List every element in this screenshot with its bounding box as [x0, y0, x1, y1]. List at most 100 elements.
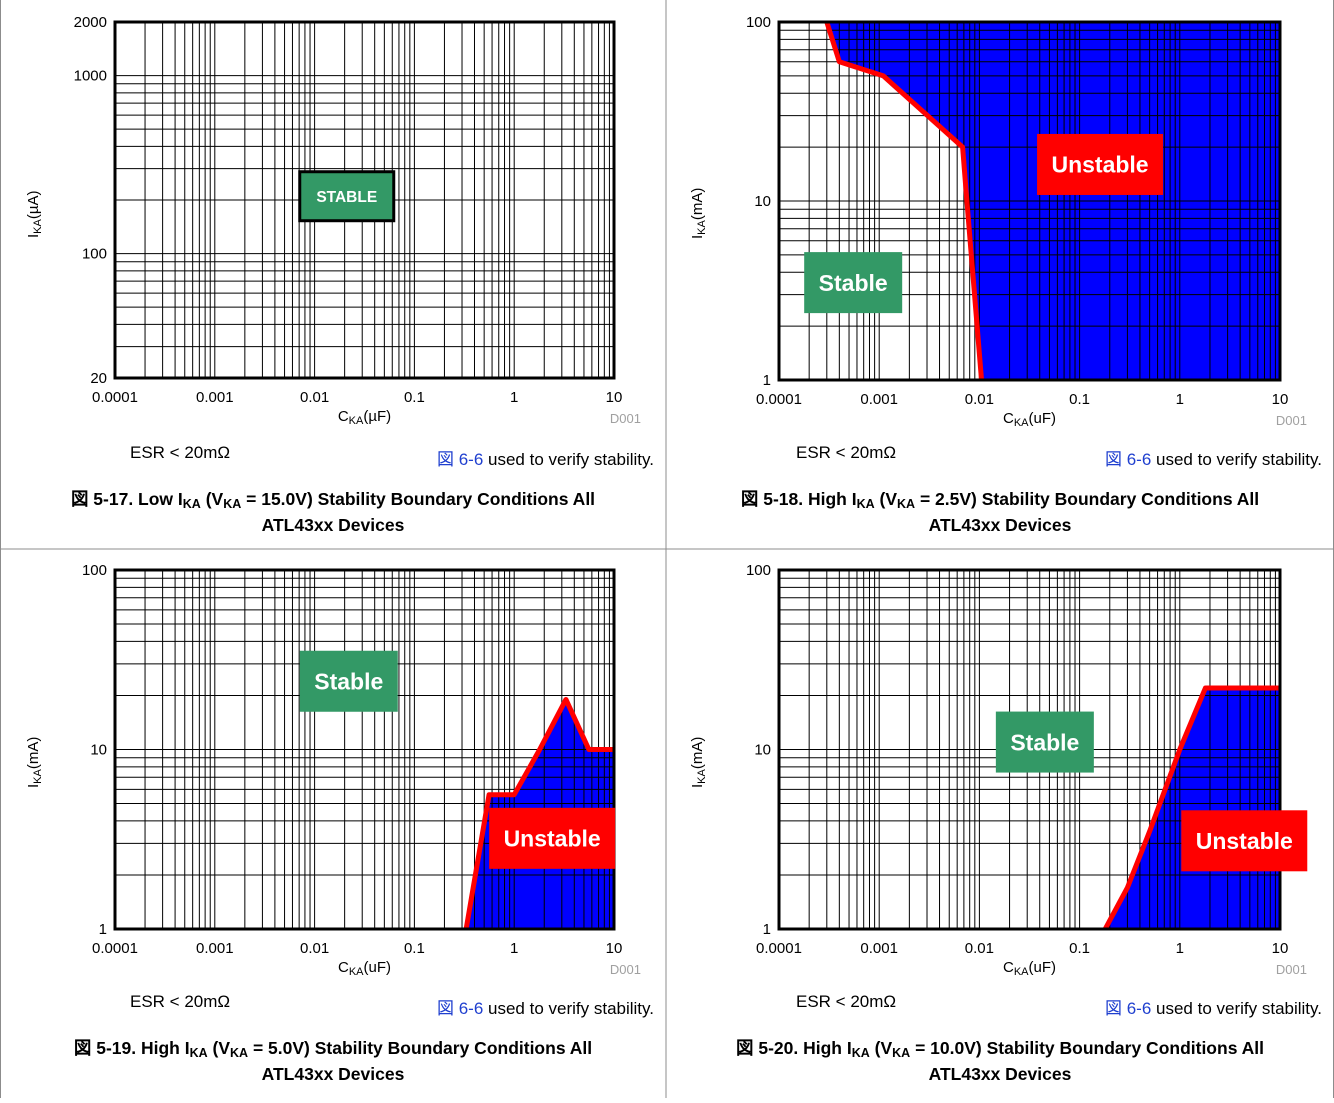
figure-reference-link[interactable]: 図 6-6	[1105, 999, 1152, 1018]
stable-region-label: Stable	[299, 650, 398, 712]
caption-mid: (V	[200, 489, 224, 509]
stable-region-label: Stable	[804, 252, 903, 314]
caption-mid: (V	[207, 1038, 231, 1058]
unstable-region-label: Unstable	[1037, 133, 1164, 195]
x-tick-label: 0.0001	[756, 940, 802, 957]
caption-subscript: KA	[223, 497, 242, 511]
figure-id-watermark: D001	[610, 411, 641, 426]
x-axis-label-main: C	[1002, 410, 1014, 427]
stable-region-label-text: STABLE	[316, 189, 377, 206]
y-axis-label: IKA(mA)	[689, 736, 708, 787]
stable-region-label-box	[299, 650, 398, 712]
y-tick-label: 10	[754, 193, 771, 210]
y-axis-label: IKA(mA)	[689, 188, 708, 239]
x-tick-label: 0.001	[860, 940, 898, 957]
chart-panel-5-17: STABLE 0.0001 0.001 0.01 0.1 1 10 20 100 1000 2000…	[0, 0, 666, 549]
caption-subscript: KA	[230, 1046, 249, 1060]
figure-id-watermark: D001	[1276, 413, 1307, 428]
stable-region-label-box	[995, 711, 1094, 773]
chart-panel-5-20: Stable Unstable 0.0001 0.001 0.01 0.1 1 10 1 10 10…	[666, 549, 1334, 1098]
figure-reference-link[interactable]: 図 6-6	[437, 450, 484, 469]
unstable-region-label-text: Unstable	[1051, 152, 1148, 178]
x-tick-label: 0.1	[1069, 391, 1090, 408]
unstable-region-label: Unstable	[1181, 810, 1308, 872]
x-axis-label: CKA(µF)	[338, 408, 391, 427]
y-tick-label: 2000	[74, 14, 107, 31]
y-tick-label: 1	[763, 372, 771, 389]
verification-footnote: 図 6-6 used to verify stability.	[437, 445, 654, 470]
caption-line2: ATL43xx Devices	[261, 515, 405, 535]
verification-footnote: 図 6-6 used to verify stability.	[1105, 445, 1322, 470]
y-axis-label-unit: (mA)	[25, 736, 42, 769]
unstable-region-label-text: Unstable	[1196, 828, 1293, 854]
unstable-region-label-text: Unstable	[504, 826, 601, 852]
x-axis-label-unit: (µF)	[363, 408, 392, 425]
unstable-region-label-box	[489, 807, 616, 869]
caption-prefix: 図 5-19. High I	[73, 1038, 190, 1058]
x-tick-label: 1	[1176, 940, 1184, 957]
x-tick-label: 10	[1272, 391, 1289, 408]
figure-caption: 図 5-20. High IKA (VKA = 10.0V) Stability…	[666, 1038, 1334, 1085]
x-tick-label: 0.001	[860, 391, 898, 408]
stable-region-label-box	[298, 170, 396, 223]
unstable-region-label-box	[1037, 133, 1164, 195]
x-tick-label: 0.1	[404, 389, 425, 406]
x-axis-label-sub: KA	[348, 415, 364, 427]
plot-frame	[113, 20, 616, 380]
x-tick-label: 10	[606, 940, 623, 957]
caption-subscript: KA	[856, 497, 875, 511]
figure-caption: 図 5-17. Low IKA (VKA = 15.0V) Stability …	[0, 489, 666, 536]
x-tick-label: 0.0001	[756, 391, 802, 408]
esr-footnote: ESR < 20mΩ	[796, 443, 897, 462]
y-axis-label-sub: KA	[32, 219, 44, 234]
caption-subscript: KA	[892, 1046, 911, 1060]
stable-region-label: Stable	[995, 711, 1094, 773]
x-axis-label: CKA(uF)	[338, 959, 391, 978]
x-axis-label-sub: KA	[1013, 966, 1029, 978]
verification-text: used to verify stability.	[483, 999, 654, 1018]
x-tick-label: 0.01	[300, 389, 329, 406]
y-tick-label: 100	[746, 562, 771, 579]
x-tick-label: 0.0001	[92, 940, 138, 957]
y-tick-label: 10	[90, 742, 107, 759]
esr-footnote: ESR < 20mΩ	[796, 992, 897, 1011]
caption-prefix: 図 5-18. High I	[740, 489, 857, 509]
x-tick-label: 0.1	[404, 940, 425, 957]
plot-svg: Stable Unstable 0.0001 0.001 0.01 0.1 1 10 1 10 10…	[746, 562, 1308, 977]
caption-subscript: KA	[897, 497, 916, 511]
figure-reference-link[interactable]: 図 6-6	[437, 999, 484, 1018]
y-axis-label: IKA(mA)	[25, 736, 44, 787]
gridlines	[115, 22, 614, 378]
x-axis-label-main: C	[337, 959, 349, 976]
y-tick-label: 100	[746, 14, 771, 31]
verification-text: used to verify stability.	[483, 450, 654, 469]
stable-region-label-text: Stable	[1010, 729, 1079, 755]
figure-reference-link[interactable]: 図 6-6	[1105, 450, 1152, 469]
unstable-region-label: Unstable	[489, 807, 616, 869]
caption-mid: (V	[869, 1038, 893, 1058]
plot-frame	[113, 568, 616, 931]
stable-region-label-text: Stable	[314, 669, 383, 695]
x-tick-label: 0.01	[300, 940, 329, 957]
caption-suffix: = 5.0V) Stability Boundary Conditions Al…	[248, 1038, 593, 1058]
caption-subscript: KA	[182, 497, 201, 511]
verification-text: used to verify stability.	[1151, 999, 1322, 1018]
caption-suffix: = 15.0V) Stability Boundary Conditions A…	[241, 489, 596, 509]
y-tick-label: 20	[90, 370, 107, 387]
unstable-region-label-box	[1181, 810, 1308, 872]
x-axis-label: CKA(uF)	[1003, 959, 1056, 978]
x-tick-label: 10	[606, 389, 623, 406]
x-tick-label: 0.001	[196, 940, 234, 957]
verification-footnote: 図 6-6 used to verify stability.	[437, 994, 654, 1019]
stable-region-label-box	[804, 252, 903, 314]
x-axis-label-sub: KA	[1013, 417, 1029, 429]
figure-id-watermark: D001	[1276, 962, 1307, 977]
verification-text: used to verify stability.	[1151, 450, 1322, 469]
plot-frame	[777, 20, 1282, 382]
y-tick-label: 100	[82, 246, 107, 263]
y-axis-label-main: I	[689, 234, 706, 239]
verification-footnote: 図 6-6 used to verify stability.	[1105, 994, 1322, 1019]
y-axis-label-sub: KA	[696, 220, 708, 235]
plot-svg: STABLE 0.0001 0.001 0.01 0.1 1 10 20 100 1000 2000…	[74, 14, 641, 426]
caption-suffix: = 10.0V) Stability Boundary Conditions A…	[910, 1038, 1264, 1058]
